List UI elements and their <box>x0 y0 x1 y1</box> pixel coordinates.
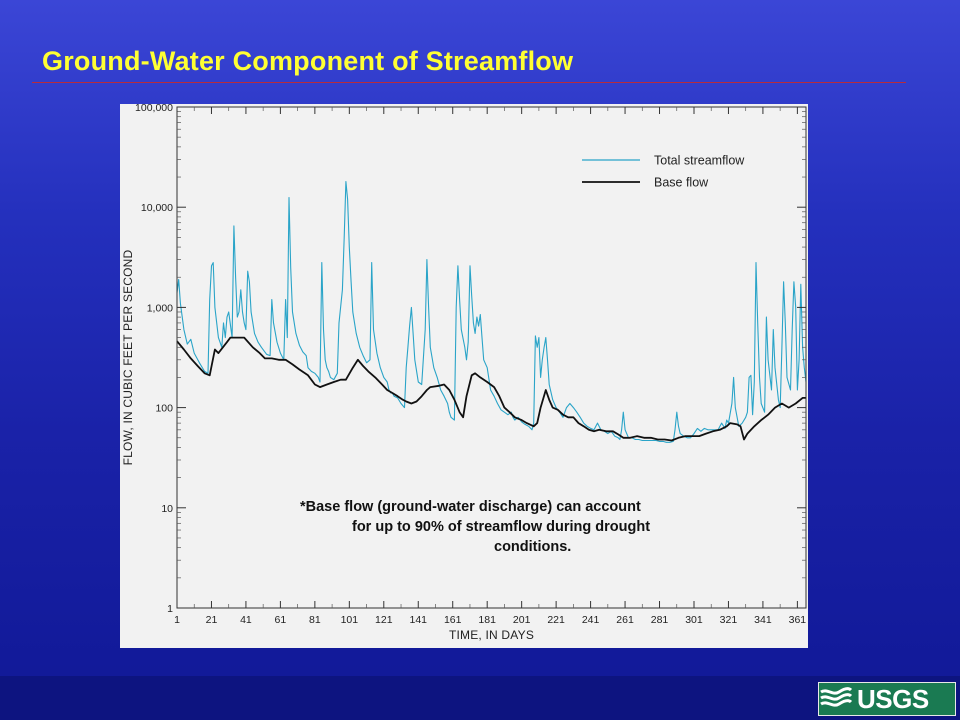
series-line-total-streamflow <box>176 181 807 443</box>
y-tick-label: 100 <box>155 403 173 415</box>
y-axis-title: FLOW, IN CUBIC FEET PER SECOND <box>121 249 135 465</box>
title-underline <box>32 82 906 83</box>
x-tick-label: 141 <box>409 614 427 626</box>
x-tick-label: 121 <box>375 614 393 626</box>
x-tick-label: 361 <box>789 614 807 626</box>
x-tick-label: 221 <box>547 614 565 626</box>
x-tick-label: 341 <box>754 614 772 626</box>
note-line-2: for up to 90% of streamflow during droug… <box>352 519 651 535</box>
x-tick-label: 21 <box>206 614 218 626</box>
x-tick-label: 61 <box>275 614 287 626</box>
x-tick-label: 281 <box>651 614 669 626</box>
x-tick-label: 101 <box>341 614 359 626</box>
x-tick-label: 241 <box>582 614 600 626</box>
usgs-wave-icon <box>820 687 853 707</box>
x-tick-label: 321 <box>720 614 738 626</box>
note-line-3: conditions. <box>494 539 572 555</box>
note-line-1: *Base flow (ground-water discharge) can … <box>300 499 641 515</box>
legend-label: Total streamflow <box>654 154 745 168</box>
y-tick-label: 100,000 <box>135 104 173 114</box>
x-axis-title: TIME, IN DAYS <box>449 628 534 642</box>
plot-frame <box>176 106 807 609</box>
legend-label: Base flow <box>654 176 709 190</box>
plot-area <box>177 107 806 608</box>
x-tick-label: 41 <box>240 614 252 626</box>
y-tick-label: 10 <box>161 503 173 515</box>
chart-panel: 1 10 100 1,000 10,000 100,000 1 21 41 61 81 101 121 1… <box>120 104 808 648</box>
footer-band <box>0 676 960 720</box>
x-tick-label: 201 <box>513 614 531 626</box>
x-tick-label: 1 <box>174 614 180 626</box>
x-tick-label: 161 <box>444 614 462 626</box>
x-tick-label: 261 <box>616 614 634 626</box>
x-tick-label: 301 <box>685 614 703 626</box>
y-tick-label: 10,000 <box>141 202 173 214</box>
x-tick-label: 81 <box>309 614 321 626</box>
x-tick-label: 181 <box>478 614 496 626</box>
usgs-logo: USGS <box>818 682 956 716</box>
series-line-base-flow <box>176 336 806 442</box>
base-flow-note: *Base flow (ground-water discharge) can … <box>300 497 760 557</box>
y-tick-label: 1,000 <box>147 302 173 314</box>
y-tick-label: 1 <box>167 603 173 615</box>
slide-title: Ground-Water Component of Streamflow <box>42 46 574 76</box>
usgs-logo-text: USGS <box>857 683 929 714</box>
